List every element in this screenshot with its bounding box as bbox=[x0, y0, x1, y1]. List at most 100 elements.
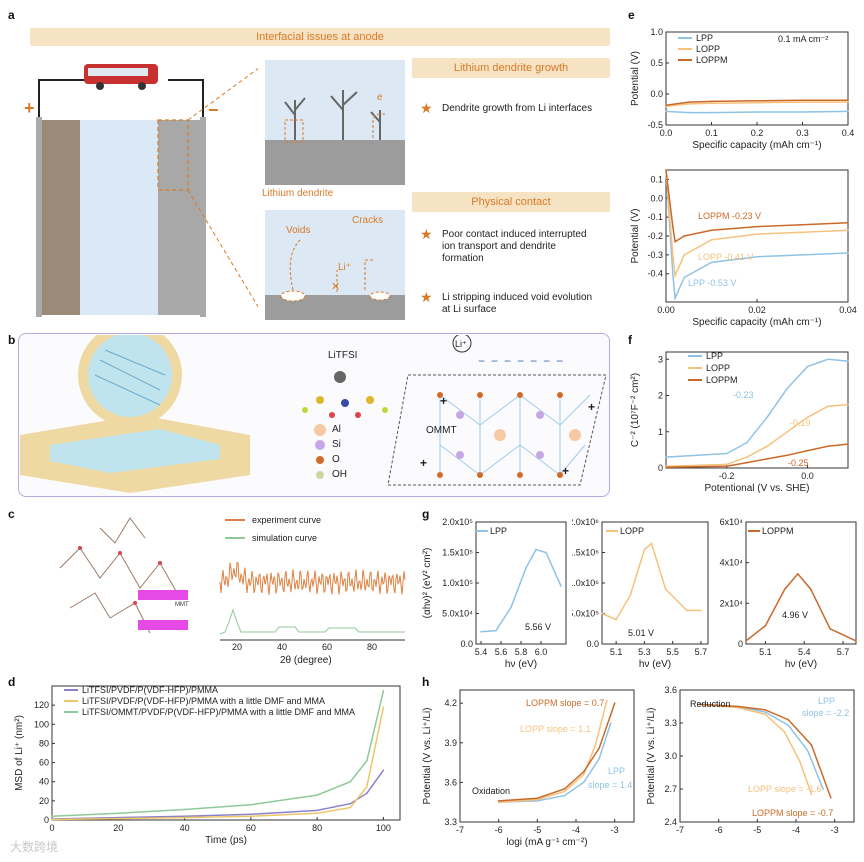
series-line-lpp bbox=[665, 169, 849, 302]
chart-annotation: slope = -2.2 bbox=[802, 708, 849, 718]
data-point bbox=[536, 800, 539, 802]
y-tick-label: 2x10⁴ bbox=[720, 598, 744, 608]
data-point bbox=[746, 441, 748, 444]
data-point bbox=[497, 800, 500, 802]
x-tick-label: -6 bbox=[715, 825, 723, 835]
data-point bbox=[610, 722, 612, 724]
legend-experiment: experiment curve bbox=[252, 515, 322, 525]
x-tick-label: 6.0 bbox=[535, 647, 548, 657]
data-point bbox=[801, 101, 804, 103]
cathode-layer bbox=[40, 120, 80, 315]
chart-h2: -7 -6 -5 -4 -3 2.4 2.7 3.0 3.3 3.6 Potential (V vs… bbox=[646, 685, 855, 835]
chart-d-msd: 0 20 40 60 80 100 0 20 40 60 80 100 120 Time (ps) MSD … bbox=[14, 685, 401, 846]
legend-entry: LOPPM bbox=[696, 55, 728, 65]
y-tick-label: 3.3 bbox=[664, 718, 677, 728]
y-tick-label: 3 bbox=[658, 354, 663, 364]
chart-label: Oxidation bbox=[472, 786, 510, 796]
y-tick-label: 1.0x10⁶ bbox=[572, 578, 599, 588]
x-tick-label: 0.02 bbox=[748, 305, 766, 315]
data-point bbox=[117, 812, 120, 815]
data-point bbox=[826, 405, 829, 408]
bus-icon bbox=[84, 64, 158, 90]
data-point bbox=[855, 640, 857, 642]
data-point bbox=[672, 225, 674, 228]
legend-entry: LPP bbox=[696, 33, 713, 43]
data-point bbox=[316, 812, 318, 815]
x-tick-label: 5.7 bbox=[837, 647, 850, 657]
y-tick-label: -0.1 bbox=[647, 212, 663, 222]
data-point bbox=[746, 461, 748, 464]
data-point bbox=[250, 813, 252, 816]
x-tick-label: 5.1 bbox=[610, 647, 623, 657]
plus-charge: + bbox=[562, 464, 570, 478]
x-tick-label: -5 bbox=[533, 825, 541, 835]
chart-title: LPP bbox=[490, 526, 507, 536]
mmt-layer-top bbox=[138, 590, 188, 600]
y-tick-label: 120 bbox=[34, 700, 49, 710]
series-line-lopp bbox=[665, 169, 849, 279]
data-point bbox=[700, 609, 702, 612]
y-tick-label: -0.4 bbox=[647, 269, 663, 279]
data-point bbox=[497, 801, 500, 803]
negative-charges: −−−−−−− bbox=[478, 354, 569, 368]
panel-label-a: a bbox=[8, 8, 15, 22]
data-point bbox=[822, 788, 824, 790]
data-point bbox=[349, 780, 352, 783]
series-line-loppm bbox=[665, 169, 849, 243]
x-tick-label: 5.5 bbox=[666, 647, 679, 657]
membrane-illustration bbox=[20, 335, 606, 493]
data-point bbox=[756, 225, 758, 228]
y-tick-label: 6x10⁴ bbox=[720, 517, 744, 527]
plot-frame bbox=[665, 351, 849, 469]
data-point bbox=[786, 454, 789, 457]
data-point bbox=[672, 272, 674, 275]
y-tick-label: 0.5 bbox=[650, 58, 663, 68]
star-icon: ★ bbox=[420, 100, 433, 116]
x-tick-label: 0.2 bbox=[751, 128, 764, 138]
data-point bbox=[536, 798, 539, 801]
data-point bbox=[764, 711, 766, 713]
label-voids: Voids bbox=[286, 225, 311, 236]
x-axis-label: hν (eV) bbox=[785, 659, 817, 670]
panel-label-g: g bbox=[422, 507, 430, 521]
y-tick-label: 2.4 bbox=[664, 817, 677, 827]
x-tick-label: 5.8 bbox=[515, 647, 528, 657]
zoom-box bbox=[157, 119, 189, 191]
y-tick-label: 3.0 bbox=[664, 751, 677, 761]
series-line-lopp bbox=[665, 101, 848, 108]
chart-label: Reduction bbox=[690, 699, 731, 709]
y-tick-label: 4x10⁴ bbox=[720, 558, 744, 568]
x-tick-label: 5.6 bbox=[495, 647, 508, 657]
xrd-tick: 60 bbox=[322, 642, 333, 652]
bullet-poor-contact: Poor contact induced interrupted ion tra… bbox=[442, 229, 587, 265]
data-point bbox=[665, 456, 667, 458]
y-tick-label: -0.2 bbox=[647, 231, 663, 241]
data-point bbox=[725, 452, 728, 455]
series-line-lopp bbox=[699, 703, 813, 795]
data-point bbox=[756, 100, 758, 102]
data-point bbox=[563, 794, 566, 797]
panel-label-e: e bbox=[628, 8, 635, 22]
series-line-lopp bbox=[498, 700, 608, 803]
chart-g2: 5.1 5.3 5.5 5.7 0.0 5.0x10⁵ 1.0x10⁶ 1.5x10⁶ 2.0x… bbox=[572, 517, 709, 670]
data-point bbox=[698, 703, 701, 706]
data-point bbox=[382, 706, 385, 708]
data-point bbox=[510, 606, 512, 609]
legend-dot-o bbox=[316, 456, 324, 464]
data-point bbox=[316, 809, 318, 812]
data-point bbox=[672, 254, 674, 256]
label-li-ion: Li⁺ bbox=[338, 262, 352, 273]
data-point bbox=[650, 542, 653, 545]
data-point bbox=[756, 255, 758, 258]
xrd-xlabel: 2θ (degree) bbox=[280, 655, 332, 666]
panel-label-c: c bbox=[8, 507, 15, 521]
data-point bbox=[117, 817, 120, 820]
legend-entry: LiTFSI/OMMT/PVDF/P(VDF-HFP)/PMMA with a … bbox=[82, 707, 355, 717]
anode-layer bbox=[158, 120, 200, 315]
data-point bbox=[799, 760, 801, 763]
series-line-litfsi-pvdf-p-vdf-hfp-pmma bbox=[51, 769, 385, 820]
data-point bbox=[480, 631, 482, 633]
chart-g1: 5.4 5.6 5.8 6.0 0.0 5.0x10⁴ 1.0x10⁵ 1.5x10⁵ 2.0x… bbox=[422, 517, 567, 670]
series-line-lopp bbox=[601, 542, 701, 621]
